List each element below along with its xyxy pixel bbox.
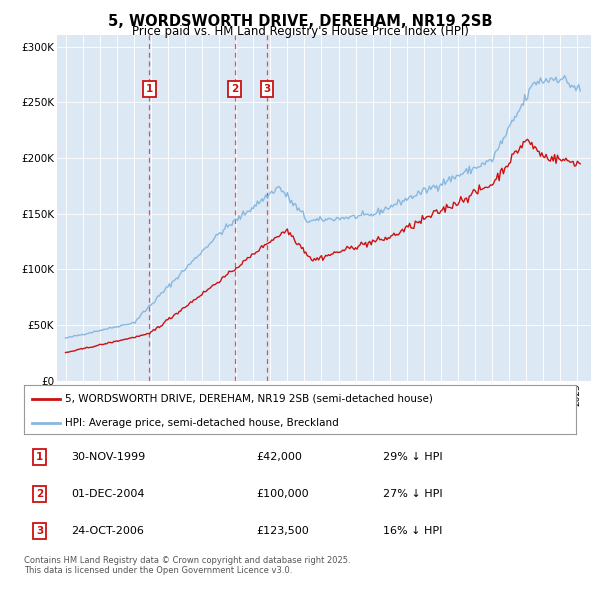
- Text: 5, WORDSWORTH DRIVE, DEREHAM, NR19 2SB: 5, WORDSWORTH DRIVE, DEREHAM, NR19 2SB: [108, 14, 492, 28]
- Text: 1: 1: [146, 84, 153, 94]
- Text: £123,500: £123,500: [256, 526, 308, 536]
- Text: 27% ↓ HPI: 27% ↓ HPI: [383, 489, 442, 499]
- Text: 5, WORDSWORTH DRIVE, DEREHAM, NR19 2SB (semi-detached house): 5, WORDSWORTH DRIVE, DEREHAM, NR19 2SB (…: [65, 394, 433, 404]
- Text: 01-DEC-2004: 01-DEC-2004: [71, 489, 145, 499]
- Text: 2: 2: [36, 489, 43, 499]
- Text: £100,000: £100,000: [256, 489, 308, 499]
- Text: Price paid vs. HM Land Registry's House Price Index (HPI): Price paid vs. HM Land Registry's House …: [131, 25, 469, 38]
- Text: 2: 2: [231, 84, 238, 94]
- Text: 3: 3: [36, 526, 43, 536]
- Text: HPI: Average price, semi-detached house, Breckland: HPI: Average price, semi-detached house,…: [65, 418, 339, 428]
- Text: 1: 1: [36, 453, 43, 463]
- Text: 3: 3: [263, 84, 271, 94]
- Text: 29% ↓ HPI: 29% ↓ HPI: [383, 453, 442, 463]
- Text: 24-OCT-2006: 24-OCT-2006: [71, 526, 144, 536]
- Text: £42,000: £42,000: [256, 453, 302, 463]
- Text: 16% ↓ HPI: 16% ↓ HPI: [383, 526, 442, 536]
- Text: Contains HM Land Registry data © Crown copyright and database right 2025.
This d: Contains HM Land Registry data © Crown c…: [24, 556, 350, 575]
- Text: 30-NOV-1999: 30-NOV-1999: [71, 453, 145, 463]
